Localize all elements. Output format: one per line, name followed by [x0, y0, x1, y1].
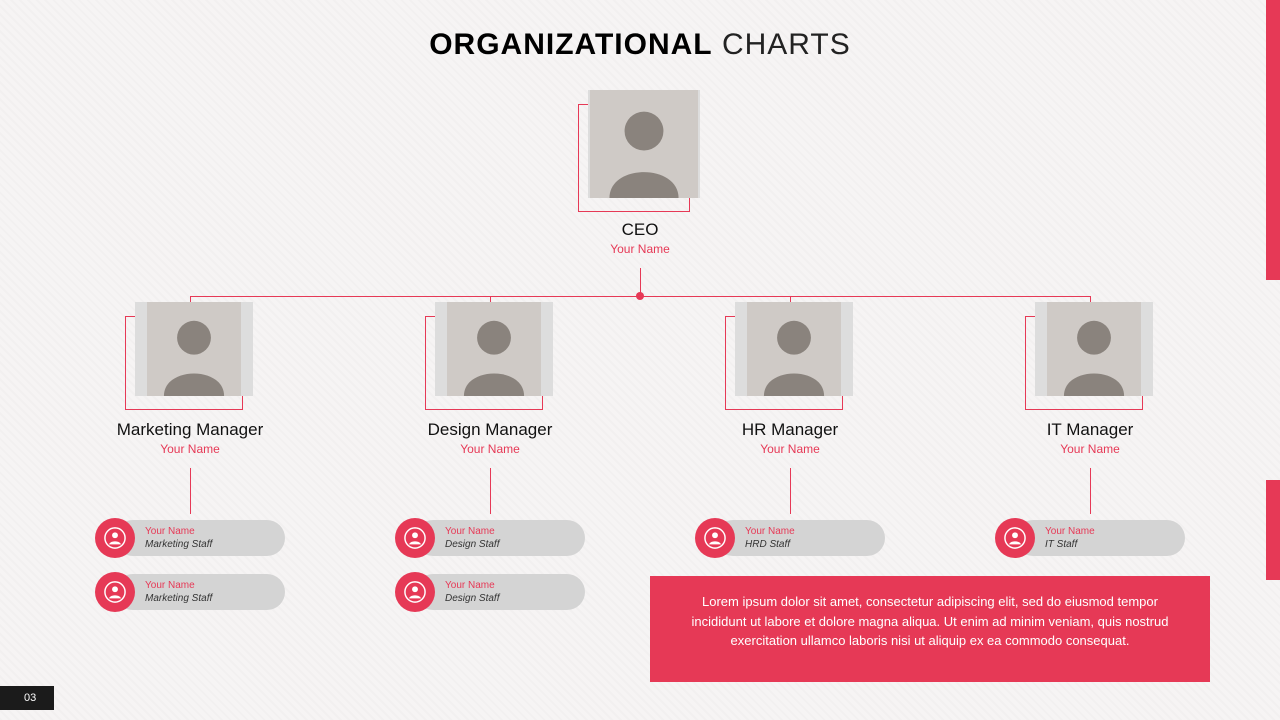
manager-role: HR Manager	[670, 420, 910, 440]
page-number: 03	[0, 686, 54, 710]
manager-name: Your Name	[370, 442, 610, 456]
ceo-photo	[576, 90, 704, 214]
manager-photo	[723, 302, 857, 412]
staff-item: Your Name Design Staff	[395, 572, 585, 612]
staff-pill: Your Name Design Staff	[415, 574, 585, 610]
manager-name: Your Name	[70, 442, 310, 456]
manager-role: Marketing Manager	[70, 420, 310, 440]
connector	[790, 468, 791, 514]
manager-name: Your Name	[670, 442, 910, 456]
staff-role: Marketing Staff	[145, 539, 285, 550]
connector	[490, 468, 491, 514]
manager-photo	[123, 302, 257, 412]
manager-caption: IT Manager Your Name	[970, 420, 1210, 456]
staff-item: Your Name Marketing Staff	[95, 518, 285, 558]
title-bold: ORGANIZATIONAL	[429, 28, 712, 61]
photo	[735, 302, 853, 396]
staff-name: Your Name	[745, 526, 885, 537]
staff-pill: Your Name Marketing Staff	[115, 520, 285, 556]
staff-name: Your Name	[145, 580, 285, 591]
staff-role: Marketing Staff	[145, 593, 285, 604]
photo	[588, 90, 700, 198]
user-icon	[395, 518, 435, 558]
title-light: CHARTS	[722, 28, 851, 61]
staff-role: HRD Staff	[745, 539, 885, 550]
user-icon	[695, 518, 735, 558]
connector	[1090, 468, 1091, 514]
manager-photo	[1023, 302, 1157, 412]
ceo-caption: CEO Your Name	[520, 220, 760, 256]
connector-node	[636, 292, 644, 300]
staff-pill: Your Name Design Staff	[415, 520, 585, 556]
staff-pill: Your Name IT Staff	[1015, 520, 1185, 556]
staff-item: Your Name HRD Staff	[695, 518, 885, 558]
accent-bar-bottom	[1266, 480, 1280, 580]
user-icon	[395, 572, 435, 612]
photo	[135, 302, 253, 396]
staff-item: Your Name Marketing Staff	[95, 572, 285, 612]
manager-caption: HR Manager Your Name	[670, 420, 910, 456]
manager-caption: Design Manager Your Name	[370, 420, 610, 456]
staff-item: Your Name IT Staff	[995, 518, 1185, 558]
user-icon	[995, 518, 1035, 558]
photo	[1035, 302, 1153, 396]
page-title: ORGANIZATIONAL CHARTS	[0, 28, 1280, 62]
staff-role: Design Staff	[445, 593, 585, 604]
staff-pill: Your Name Marketing Staff	[115, 574, 285, 610]
staff-role: Design Staff	[445, 539, 585, 550]
ceo-name: Your Name	[520, 242, 760, 256]
staff-role: IT Staff	[1045, 539, 1185, 550]
staff-name: Your Name	[445, 580, 585, 591]
ceo-role: CEO	[520, 220, 760, 240]
staff-name: Your Name	[445, 526, 585, 537]
manager-photo	[423, 302, 557, 412]
staff-name: Your Name	[145, 526, 285, 537]
manager-caption: Marketing Manager Your Name	[70, 420, 310, 456]
staff-pill: Your Name HRD Staff	[715, 520, 885, 556]
photo	[435, 302, 553, 396]
manager-name: Your Name	[970, 442, 1210, 456]
user-icon	[95, 518, 135, 558]
manager-role: Design Manager	[370, 420, 610, 440]
connector	[190, 468, 191, 514]
manager-role: IT Manager	[970, 420, 1210, 440]
staff-item: Your Name Design Staff	[395, 518, 585, 558]
user-icon	[95, 572, 135, 612]
description-box: Lorem ipsum dolor sit amet, consectetur …	[650, 576, 1210, 682]
staff-name: Your Name	[1045, 526, 1185, 537]
